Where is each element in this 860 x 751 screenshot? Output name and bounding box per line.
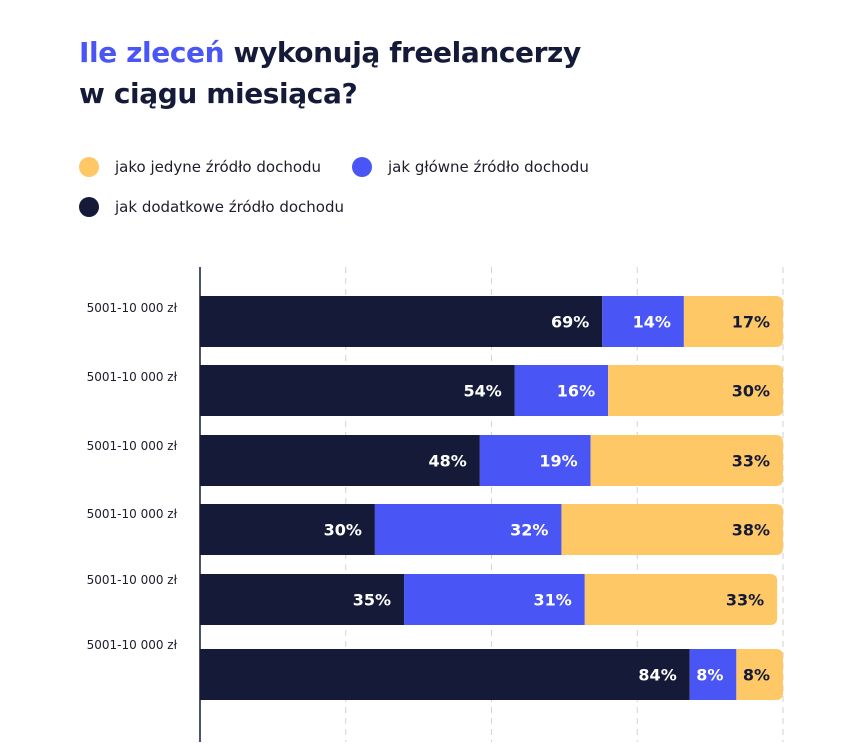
bar-segment [683,296,783,347]
bar-segment [590,435,783,486]
bar-segment [689,649,737,700]
bar-segment [404,574,585,625]
legend-item-sole: jako jedyne źródło dochodu [79,157,321,177]
value-label: 35% [353,591,391,610]
legend-label-sole: jako jedyne źródło dochodu [115,158,322,176]
value-label: 32% [510,521,548,540]
value-label: 54% [464,382,502,401]
bar-segment [200,649,690,700]
value-label: 38% [732,521,770,540]
chart-title: Ile zleceń wykonują freelancerzy w ciągu … [79,32,581,114]
legend-item-additional: jak dodatkowe źródło dochodu [79,197,344,217]
value-label: 30% [732,382,770,401]
bar-segment [200,504,375,555]
bar-segment [374,504,562,555]
value-label: 30% [324,521,362,540]
value-label: 33% [726,591,764,610]
bar-segment [736,649,783,700]
category-label: 5001-10 000 zł [87,301,178,315]
bar-segment [602,296,684,347]
bar-segment [584,574,778,625]
bar-segment [514,365,609,416]
bar-segment [200,435,480,486]
value-label: 17% [732,313,770,332]
value-label: 16% [557,382,595,401]
category-label: 5001-10 000 zł [87,638,178,652]
value-label: 33% [732,452,770,471]
chart-title-accent: Ile zleceń [79,36,225,69]
legend-dot-blue-icon [352,157,372,177]
legend-label-additional: jak dodatkowe źródło dochodu [115,198,344,216]
value-label: 14% [633,313,671,332]
bar-segment [200,365,515,416]
category-label: 5001-10 000 zł [87,573,178,587]
legend-label-main: jak główne źródło dochodu [388,158,589,176]
legend-dot-dark-icon [79,197,99,217]
category-label: 5001-10 000 zł [87,370,178,384]
value-label: 84% [638,666,676,685]
legend-item-main: jak główne źródło dochodu [352,157,589,177]
chart-title-line2: w ciągu miesiąca? [79,77,358,110]
legend-dot-yellow-icon [79,157,99,177]
value-label: 19% [539,452,577,471]
value-label: 69% [551,313,589,332]
bar-segment [200,296,603,347]
value-label: 31% [533,591,571,610]
value-label: 48% [429,452,467,471]
bar-segment [561,504,783,555]
bar-segment [479,435,591,486]
value-label: 8% [743,666,770,685]
category-label: 5001-10 000 zł [87,439,178,453]
category-label: 5001-10 000 zł [87,507,178,521]
bar-segment [608,365,783,416]
bar-segment [200,574,405,625]
chart-title-line1: wykonują freelancerzy [224,36,582,69]
value-label: 8% [696,666,723,685]
